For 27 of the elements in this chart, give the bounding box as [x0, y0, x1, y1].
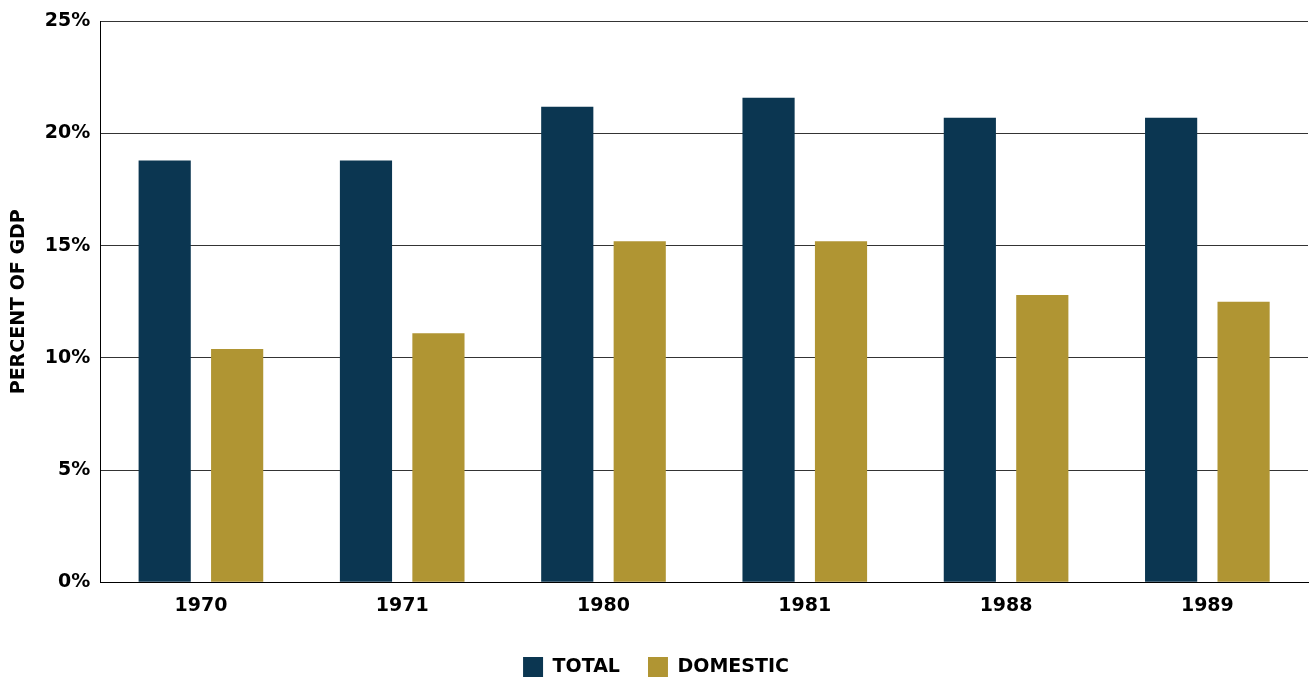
bar [1217, 301, 1270, 582]
bar [541, 106, 594, 582]
y-tick-label: 15% [44, 232, 91, 255]
bar [943, 117, 996, 582]
bar [1016, 295, 1069, 582]
bar [1145, 117, 1198, 582]
bar [339, 160, 393, 582]
bar [211, 348, 264, 582]
x-tick-label: 1971 [375, 592, 429, 615]
y-tick-label: 10% [44, 344, 91, 367]
x-tick-label: 1981 [778, 592, 832, 615]
x-tick-label: 1989 [1180, 592, 1234, 615]
y-tick-label: 20% [44, 120, 91, 143]
y-axis-title: PERCENT OF GDP [6, 209, 29, 395]
y-tick-label: 0% [58, 569, 91, 592]
x-tick-label: 1980 [577, 592, 630, 615]
y-tick-label: 25% [44, 8, 91, 31]
legend-label: DOMESTIC [677, 653, 789, 676]
x-tick-label: 1988 [979, 592, 1033, 615]
bar [412, 333, 465, 582]
bar [138, 160, 191, 582]
y-tick-label: 5% [58, 456, 91, 479]
bar [742, 97, 795, 582]
legend-label: TOTAL [552, 653, 620, 676]
bar [613, 241, 666, 582]
x-tick-label: 1970 [174, 592, 228, 615]
bar [814, 241, 868, 582]
